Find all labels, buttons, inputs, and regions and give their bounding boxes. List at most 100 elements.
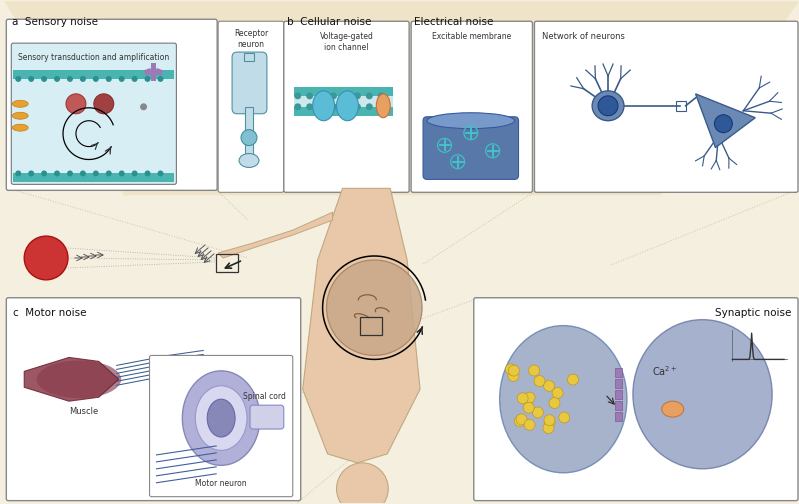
Polygon shape [218,212,332,258]
Polygon shape [303,188,420,463]
FancyBboxPatch shape [474,298,798,500]
Circle shape [336,463,388,504]
Bar [150,63,156,81]
Circle shape [544,415,555,426]
Circle shape [54,170,60,176]
Circle shape [145,170,150,176]
Circle shape [306,103,313,110]
Circle shape [80,76,85,82]
FancyBboxPatch shape [149,355,292,496]
Ellipse shape [239,154,259,167]
Circle shape [24,236,68,280]
Circle shape [543,422,554,433]
Circle shape [534,375,545,387]
Text: Electrical noise: Electrical noise [414,17,494,27]
Ellipse shape [376,94,390,118]
Bar [245,107,253,159]
FancyBboxPatch shape [218,21,284,193]
Circle shape [549,398,560,408]
Circle shape [15,76,22,82]
Circle shape [80,170,85,176]
Circle shape [506,364,516,375]
Circle shape [93,76,99,82]
Circle shape [119,76,125,82]
Circle shape [132,170,137,176]
FancyBboxPatch shape [250,405,284,429]
Polygon shape [4,2,799,196]
Bar [360,317,382,335]
Ellipse shape [12,112,28,119]
Circle shape [544,417,555,427]
Circle shape [378,92,385,99]
Circle shape [524,419,535,430]
Text: Synaptic noise: Synaptic noise [714,308,791,318]
Text: Motor neuron: Motor neuron [195,479,247,488]
Ellipse shape [37,360,121,398]
Text: Muscle: Muscle [70,407,98,416]
Circle shape [598,96,618,116]
Circle shape [529,365,539,376]
Circle shape [342,92,349,99]
Circle shape [366,92,373,99]
Polygon shape [696,94,755,148]
Circle shape [532,407,543,418]
FancyBboxPatch shape [232,52,267,114]
Circle shape [330,92,337,99]
Circle shape [306,92,313,99]
Circle shape [15,170,22,176]
Circle shape [515,416,525,426]
Circle shape [54,76,60,82]
Circle shape [524,392,535,403]
Bar [144,68,153,76]
Circle shape [119,170,125,176]
Circle shape [567,374,578,385]
Circle shape [93,170,99,176]
Circle shape [294,92,301,99]
Ellipse shape [182,371,260,465]
Text: Voltage-gated
ion channel: Voltage-gated ion channel [320,32,373,51]
Ellipse shape [427,113,515,129]
Circle shape [330,103,337,110]
Bar [676,101,686,111]
Bar [244,53,254,61]
Circle shape [241,130,257,146]
Bar [14,70,174,79]
Bar [14,173,174,182]
Circle shape [366,103,373,110]
Text: Receptor
neuron: Receptor neuron [234,29,268,48]
Text: b  Cellular noise: b Cellular noise [287,17,372,27]
Bar [294,107,393,116]
Ellipse shape [12,100,28,107]
Circle shape [354,92,361,99]
Ellipse shape [662,401,684,417]
Circle shape [105,170,112,176]
Ellipse shape [207,399,235,437]
Ellipse shape [195,386,247,451]
Circle shape [132,76,137,82]
Circle shape [157,76,164,82]
Circle shape [28,76,34,82]
Circle shape [559,412,570,423]
Circle shape [354,103,361,110]
Circle shape [327,260,422,355]
Text: Spinal cord: Spinal cord [243,392,286,401]
Circle shape [523,402,535,413]
Circle shape [41,76,47,82]
FancyBboxPatch shape [535,21,798,193]
Polygon shape [24,357,119,401]
Ellipse shape [499,326,627,473]
Circle shape [508,370,519,382]
Circle shape [157,170,164,176]
Circle shape [318,92,325,99]
Circle shape [105,76,112,82]
Text: Excitable membrane: Excitable membrane [432,32,511,41]
Bar [615,390,622,399]
FancyBboxPatch shape [6,19,217,191]
Circle shape [294,103,301,110]
Circle shape [516,414,527,425]
Ellipse shape [336,91,359,121]
Text: Ca$^{2+}$: Ca$^{2+}$ [652,364,678,378]
Circle shape [552,388,563,398]
Circle shape [318,103,325,110]
Circle shape [28,170,34,176]
